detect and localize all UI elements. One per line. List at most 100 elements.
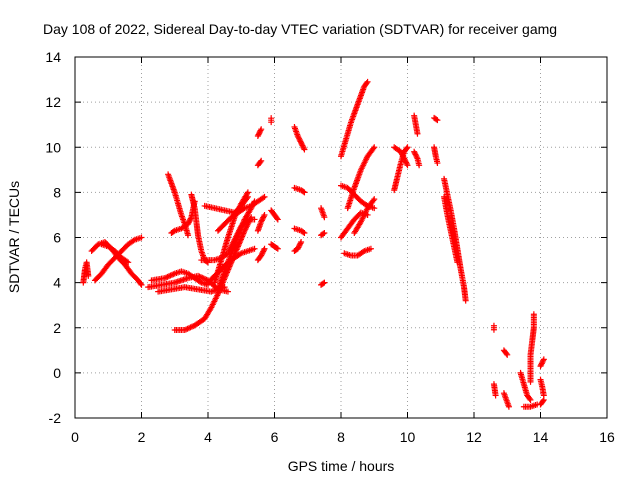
data-point [261,245,268,252]
data-point [268,119,275,126]
y-tick-label: 6 [53,230,61,246]
data-point [300,229,307,236]
data-point [527,396,534,403]
data-point [297,240,304,247]
data-point [273,215,280,222]
data-point [503,350,510,357]
data-point [85,272,92,279]
data-point [370,145,377,152]
data-point [526,395,533,402]
data-point [371,205,378,212]
data-point [255,131,262,138]
data-point [403,145,410,152]
data-point [257,127,264,134]
x-tick-label: 8 [337,429,345,445]
data-point [185,220,192,227]
data-point [259,215,266,222]
data-point [399,152,406,159]
x-tick-label: 16 [599,429,615,445]
data-point [251,198,258,205]
data-point [297,138,304,145]
data-point [538,361,545,368]
data-point [537,363,544,370]
data-point [224,288,231,295]
x-tick-label: 4 [204,429,212,445]
data-point [137,280,144,287]
data-point [492,392,499,399]
data-point [251,216,258,223]
data-point [138,281,145,288]
data-point [243,195,250,202]
data-point [258,252,265,259]
data-point [411,150,418,157]
data-point [170,228,177,235]
data-point [261,211,268,218]
chart-title: Day 108 of 2022, Sidereal Day-to-day VTE… [43,21,557,37]
data-point [462,297,469,304]
y-axis-label: SDTVAR / TECUs [6,181,22,293]
data-point [260,247,267,254]
data-point [413,154,420,161]
data-point [138,234,145,241]
data-point [273,245,280,252]
data-point [505,403,512,410]
data-point [402,158,409,165]
data-point [434,160,441,167]
data-point [248,205,255,212]
axis-ticks: 0 2 4 6 8 10 12 14 16 -2 0 2 4 6 8 10 12 14 [45,49,615,445]
data-point [295,244,302,251]
y-tick-label: 2 [53,320,61,336]
data-point [254,132,261,139]
y-tick-label: 10 [45,139,61,155]
data-point [434,117,441,124]
data-point [403,159,410,166]
data-point [370,197,377,204]
data-point [540,357,547,364]
data-point [413,152,420,159]
y-tick-label: 12 [45,94,61,110]
data-point [539,398,546,405]
data-point [185,232,192,239]
data-point [454,259,461,266]
data-point [399,151,406,158]
data-point [320,230,327,237]
data-point [490,326,497,333]
data-point [403,160,410,167]
data-point [404,162,411,169]
data-point [294,132,301,139]
data-point [301,146,308,153]
data-point [260,214,267,221]
data-point [260,194,267,201]
x-axis-label: GPS time / hours [288,458,395,474]
y-tick-label: 0 [53,365,61,381]
data-point [123,258,130,265]
data-point [400,154,407,161]
data-point [321,229,328,236]
data-point [296,241,303,248]
data-point [251,245,258,252]
data-point [258,126,265,133]
data-point [363,79,370,86]
data-point [397,148,404,155]
data-point [257,158,264,165]
data-point [504,351,511,358]
data-point [527,378,534,385]
data-point [294,245,301,252]
data-point [416,162,423,169]
y-tick-label: 8 [53,184,61,200]
x-tick-label: 2 [138,429,146,445]
data-point [244,193,251,200]
data-point [298,239,305,246]
data-point [258,157,265,164]
data-point [296,137,303,144]
data-point [185,219,192,226]
x-tick-label: 10 [400,429,416,445]
data-point [433,116,440,123]
data-point [371,144,378,151]
data-point [259,249,266,256]
data-point [260,213,267,220]
data-point [250,199,257,206]
data-point [187,216,194,223]
data-point [186,218,193,225]
